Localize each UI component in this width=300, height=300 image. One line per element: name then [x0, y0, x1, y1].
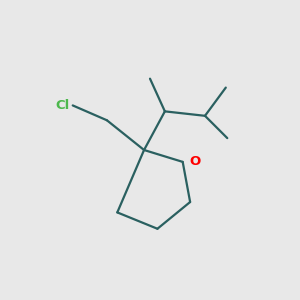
Text: O: O — [189, 155, 200, 168]
Text: Cl: Cl — [56, 99, 70, 112]
